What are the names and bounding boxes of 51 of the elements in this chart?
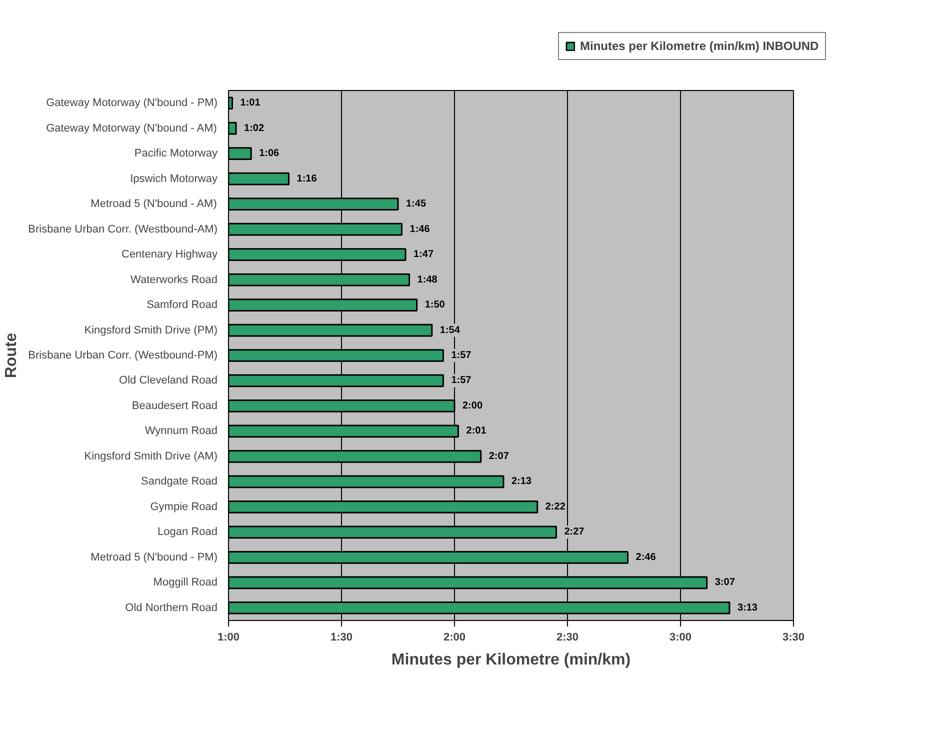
x-tick-label: 1:00 [217,632,240,644]
y-tick-label: Gateway Motorway (N'bound - PM) [46,97,218,110]
y-tick-label: Metroad 5 (N'bound - AM) [90,198,217,210]
data-label: 1:06 [259,148,280,160]
data-label: 1:01 [240,98,261,109]
x-tick-label: 2:30 [556,632,579,644]
data-label: 1:47 [414,249,434,260]
data-label: 3:13 [737,602,758,614]
data-label: 1:54 [440,324,460,336]
y-tick-label: Brisbane Urban Corr. (Westbound-PM) [28,350,218,362]
data-label: 2:00 [462,400,483,412]
data-label: 1:48 [417,274,438,286]
y-tick-label: Kingsford Smith Drive (AM) [84,450,218,462]
legend-label: Minutes per Kilometre (min/km) INBOUND [580,39,819,53]
y-tick-label: Beaudesert Road [132,400,218,412]
y-tick-label: Brisbane Urban Corr. (Westbound-AM) [28,223,218,236]
data-label: 1:50 [424,300,446,311]
y-tick-label: Old Cleveland Road [119,374,218,387]
data-label: 2:46 [636,552,656,563]
y-tick-label: Sandgate Road [141,476,218,488]
data-label: 2:01 [466,426,487,437]
y-tick-label: Wynnum Road [144,425,218,438]
data-label: 2:22 [545,501,566,512]
x-tick-label: 3:30 [782,632,805,644]
data-label: 1:45 [406,198,426,210]
x-tick-label: 2:00 [443,632,466,644]
y-tick-label: Moggill Road [153,576,218,589]
y-tick-label: Gateway Motorway (N'bound - AM) [46,122,217,134]
data-label: 2:27 [564,526,585,538]
y-tick-label: Kingsford Smith Drive (PM) [84,324,218,336]
y-tick-label: Waterworks Road [130,274,218,286]
x-axis-title: Minutes per Kilometre (min/km) [391,652,631,668]
y-tick-label: Pacific Motorway [134,148,218,160]
y-tick-label: Ipswich Motorway [130,172,218,185]
y-tick-label: Metroad 5 (N'bound - PM) [90,551,218,564]
data-label: 1:46 [410,224,430,235]
data-label: 1:57 [451,350,472,361]
data-label: 1:16 [296,173,318,184]
y-tick-label: Logan Road [158,526,218,538]
y-tick-label: Gympie Road [150,500,218,513]
data-label: 3:07 [714,577,736,588]
y-tick-label: Samford Road [146,299,218,312]
x-tick-label: 3:00 [669,632,692,644]
data-label: 1:57 [451,375,472,386]
y-axis-title: Route [3,332,20,378]
data-label: 2:07 [488,450,510,462]
y-tick-label: Centenary Highway [122,248,218,261]
x-tick-label: 1:30 [330,632,353,644]
data-label: 1:02 [244,122,264,134]
y-tick-label: Old Northern Road [125,602,218,614]
data-label: 2:13 [511,476,532,488]
